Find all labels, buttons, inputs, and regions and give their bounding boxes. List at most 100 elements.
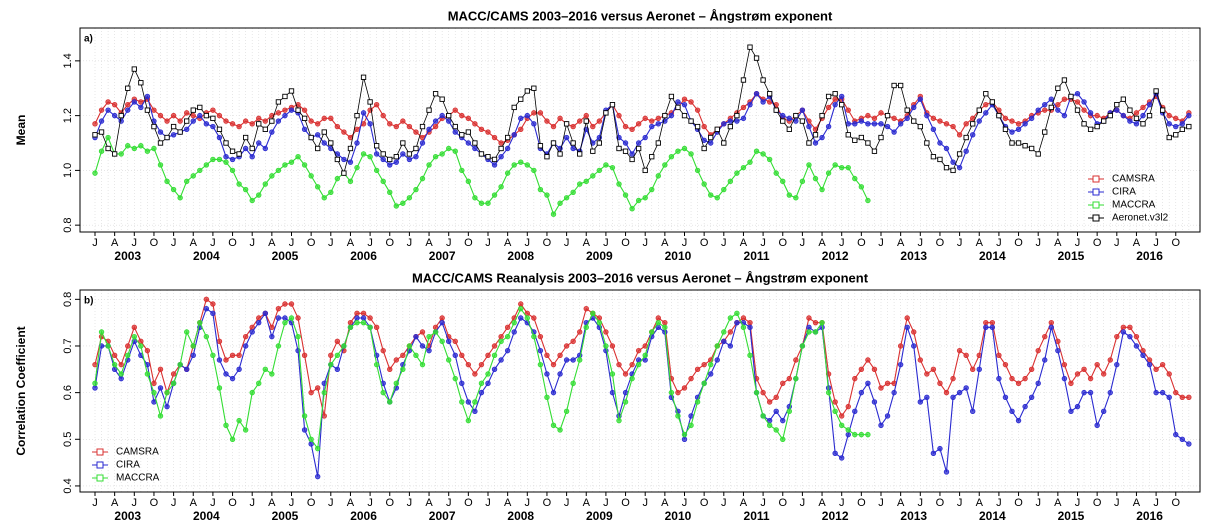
marker xyxy=(426,333,432,340)
x-tick-label: J xyxy=(1114,237,1120,249)
marker xyxy=(642,195,648,201)
marker xyxy=(963,385,969,391)
marker xyxy=(1179,394,1185,400)
marker xyxy=(183,178,190,185)
marker xyxy=(570,189,576,195)
marker xyxy=(210,301,216,307)
x-group-label: 2010 xyxy=(665,249,692,263)
marker xyxy=(694,366,701,373)
marker xyxy=(570,380,576,387)
x-tick-label: O xyxy=(778,237,787,249)
marker xyxy=(865,431,871,438)
x-tick-label: O xyxy=(700,237,709,249)
marker xyxy=(773,427,779,433)
marker xyxy=(635,197,642,204)
marker xyxy=(452,123,458,130)
marker xyxy=(98,329,105,335)
marker xyxy=(190,173,196,179)
marker xyxy=(321,140,327,146)
marker xyxy=(485,380,491,387)
x-tick-label: J xyxy=(485,497,491,509)
marker xyxy=(747,352,753,359)
marker xyxy=(1159,361,1166,368)
marker xyxy=(1002,126,1009,132)
marker xyxy=(943,469,950,475)
marker xyxy=(956,347,963,354)
marker xyxy=(249,329,255,335)
marker xyxy=(753,148,760,154)
marker xyxy=(328,361,334,368)
marker xyxy=(609,164,616,171)
marker xyxy=(989,99,996,105)
marker xyxy=(1140,104,1146,111)
y-tick-label: 1.2 xyxy=(62,108,74,123)
x-tick-label: A xyxy=(504,497,512,509)
marker xyxy=(498,338,504,345)
marker xyxy=(767,91,773,97)
x-tick-label: A xyxy=(1054,497,1062,509)
marker xyxy=(878,121,884,127)
marker xyxy=(557,352,563,359)
marker xyxy=(747,101,753,108)
marker xyxy=(996,352,1002,359)
marker xyxy=(1120,324,1127,331)
marker xyxy=(884,380,891,387)
marker xyxy=(793,195,799,201)
marker xyxy=(708,361,714,368)
x-group-label: 2005 xyxy=(272,509,299,523)
marker xyxy=(590,310,596,317)
marker xyxy=(878,134,884,141)
marker xyxy=(976,107,982,113)
marker xyxy=(197,319,203,326)
marker xyxy=(439,338,445,345)
marker xyxy=(367,324,373,331)
marker xyxy=(740,104,747,111)
marker xyxy=(197,104,203,111)
marker xyxy=(380,156,386,163)
marker xyxy=(341,129,347,135)
marker xyxy=(747,44,753,50)
marker xyxy=(413,153,419,160)
marker xyxy=(753,389,760,396)
marker xyxy=(740,77,747,83)
marker xyxy=(865,140,871,146)
marker xyxy=(498,140,504,146)
marker xyxy=(694,167,701,174)
marker xyxy=(531,167,537,174)
marker xyxy=(622,140,629,146)
marker xyxy=(347,178,354,185)
x-tick-label: J xyxy=(839,237,845,249)
x-tick-label: O xyxy=(1171,497,1180,509)
marker xyxy=(334,352,341,359)
marker xyxy=(472,399,478,405)
marker xyxy=(1094,422,1100,428)
marker xyxy=(930,450,937,456)
marker xyxy=(1009,140,1015,146)
marker xyxy=(845,431,851,438)
marker xyxy=(491,343,498,349)
x-tick-label: O xyxy=(464,237,473,249)
marker xyxy=(970,121,976,127)
x-tick-label: O xyxy=(464,497,473,509)
marker xyxy=(662,162,668,168)
marker xyxy=(970,366,976,373)
marker xyxy=(832,399,838,405)
marker xyxy=(649,118,655,124)
x-tick-label: J xyxy=(171,497,177,509)
marker xyxy=(963,352,969,359)
marker xyxy=(1140,121,1146,127)
x-tick-label: J xyxy=(407,497,413,509)
marker xyxy=(308,436,314,442)
marker xyxy=(485,154,491,160)
marker xyxy=(668,93,675,100)
marker xyxy=(622,123,629,130)
marker xyxy=(537,333,544,340)
legend-label: CIRA xyxy=(1112,187,1136,198)
marker xyxy=(904,115,910,122)
marker xyxy=(662,112,668,119)
marker xyxy=(125,85,131,91)
marker xyxy=(688,99,694,105)
marker xyxy=(472,140,478,146)
marker xyxy=(943,121,950,127)
marker xyxy=(282,319,288,326)
